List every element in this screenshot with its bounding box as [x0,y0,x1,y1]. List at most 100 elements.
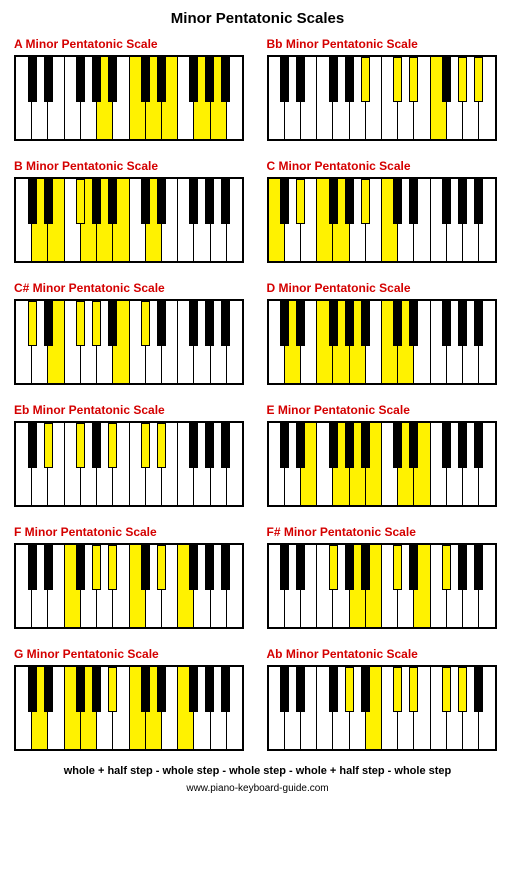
white-key [350,545,366,627]
white-key [178,667,194,749]
white-key [333,57,349,139]
white-key [463,57,479,139]
white-key [48,179,64,261]
white-key [81,423,97,505]
white-key [414,423,430,505]
white-key [333,545,349,627]
white-key [398,423,414,505]
white-key [211,179,227,261]
white-key [301,301,317,383]
white-key [366,57,382,139]
scale-block: F# Minor Pentatonic Scale [267,525,502,629]
white-key [81,545,97,627]
white-key [97,423,113,505]
white-key [398,57,414,139]
scale-label: C# Minor Pentatonic Scale [14,281,249,295]
white-key [431,57,447,139]
white-key [463,423,479,505]
white-key [366,179,382,261]
white-key [447,667,463,749]
white-key [447,179,463,261]
keyboard-diagram [267,421,497,507]
keyboard-diagram [267,543,497,629]
white-key [269,57,285,139]
scale-label: C Minor Pentatonic Scale [267,159,502,173]
white-key [366,423,382,505]
white-key [81,667,97,749]
white-key [382,301,398,383]
white-key [333,667,349,749]
keyboard-diagram [14,665,244,751]
white-key [48,545,64,627]
white-key [130,301,146,383]
white-key [130,667,146,749]
white-key [146,57,162,139]
white-key [178,301,194,383]
white-key [317,301,333,383]
white-key [463,545,479,627]
white-keys-layer [269,423,495,505]
scale-label: G Minor Pentatonic Scale [14,647,249,661]
white-key [65,179,81,261]
white-key [227,423,242,505]
white-key [32,301,48,383]
white-key [431,545,447,627]
white-key [32,423,48,505]
white-key [301,423,317,505]
scale-block: C# Minor Pentatonic Scale [14,281,249,385]
scale-label: D Minor Pentatonic Scale [267,281,502,295]
white-key [269,301,285,383]
white-key [162,179,178,261]
white-key [398,667,414,749]
white-key [479,57,494,139]
white-key [194,301,210,383]
scale-block: B Minor Pentatonic Scale [14,159,249,263]
white-key [97,57,113,139]
white-key [178,179,194,261]
white-key [301,667,317,749]
white-key [414,179,430,261]
white-keys-layer [269,301,495,383]
keyboard-diagram [14,299,244,385]
white-key [194,423,210,505]
white-key [97,667,113,749]
white-key [317,423,333,505]
white-key [414,301,430,383]
white-key [194,545,210,627]
white-keys-layer [269,179,495,261]
white-key [16,667,32,749]
white-key [285,423,301,505]
white-key [479,545,494,627]
white-key [431,423,447,505]
scale-label: Bb Minor Pentatonic Scale [267,37,502,51]
scale-label: E Minor Pentatonic Scale [267,403,502,417]
white-key [463,179,479,261]
white-key [32,667,48,749]
white-key [227,545,242,627]
white-key [32,545,48,627]
white-key [317,57,333,139]
white-key [398,301,414,383]
scale-block: E Minor Pentatonic Scale [267,403,502,507]
white-key [350,57,366,139]
white-key [350,667,366,749]
white-key [211,301,227,383]
white-key [16,301,32,383]
white-key [350,301,366,383]
page-title: Minor Pentatonic Scales [10,10,505,27]
white-key [146,301,162,383]
white-key [113,667,129,749]
credit-line: www.piano-keyboard-guide.com [10,783,505,794]
white-keys-layer [16,423,242,505]
white-key [431,179,447,261]
white-key [382,423,398,505]
white-key [382,667,398,749]
white-keys-layer [16,667,242,749]
white-key [479,179,494,261]
scale-label: Eb Minor Pentatonic Scale [14,403,249,417]
white-key [194,667,210,749]
white-key [113,179,129,261]
white-key [285,545,301,627]
white-key [162,301,178,383]
white-key [269,179,285,261]
